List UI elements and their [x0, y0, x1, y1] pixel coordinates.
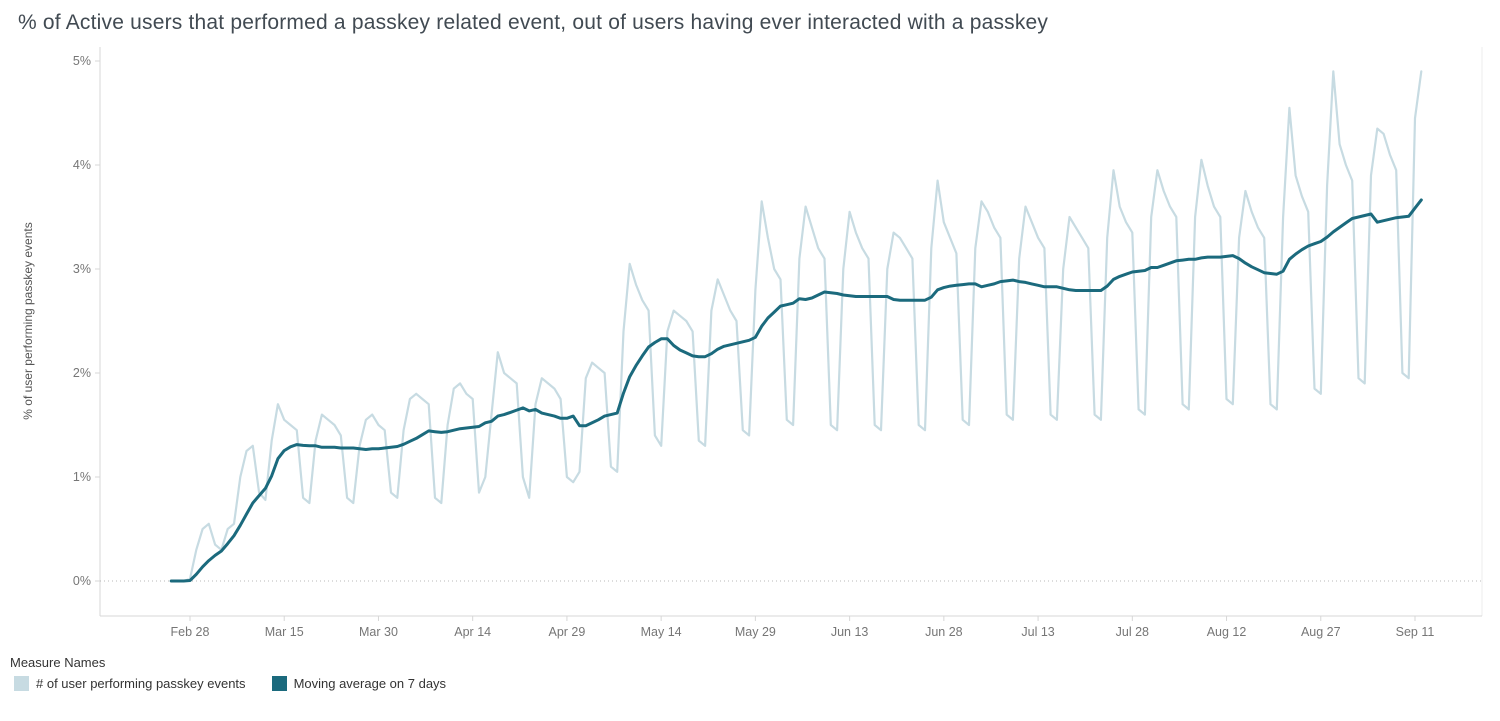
y-tick-label: 2%: [73, 366, 91, 380]
daily-series-swatch: [14, 676, 29, 691]
x-tick-label: May 29: [735, 625, 776, 639]
moving-average-swatch: [271, 676, 287, 691]
x-tick-label: May 14: [641, 625, 682, 639]
x-tick-label: Jun 13: [831, 625, 869, 639]
daily-series-line[interactable]: [170, 70, 1423, 583]
x-tick-label: Sep 11: [1396, 625, 1435, 639]
x-tick-label: Jul 13: [1021, 625, 1054, 639]
legend: Measure Names # of user performing passk…: [0, 651, 1500, 691]
y-tick-label: 3%: [73, 262, 91, 276]
moving-average-line[interactable]: [169, 198, 1423, 583]
daily-series-label: # of user performing passkey events: [36, 676, 246, 691]
x-tick-label: Mar 30: [359, 625, 398, 639]
moving-average-label: Moving average on 7 days: [293, 676, 447, 691]
y-tick-label: 4%: [73, 158, 91, 172]
x-tick-label: Feb 28: [171, 625, 210, 639]
chart-title: % of Active users that performed a passk…: [18, 11, 1049, 34]
x-tick-label: Aug 12: [1207, 625, 1247, 639]
legend-item-daily-series[interactable]: # of user performing passkey events: [14, 676, 246, 691]
chart-canvas[interactable]: 0% 1% 2% 3% 4% 5% Feb 28 Mar 15 Mar 30 Apr 14 Apr …: [0, 39, 1500, 651]
x-tick-label: Apr 14: [454, 625, 491, 639]
legend-item-moving-average[interactable]: Moving average on 7 days: [271, 676, 447, 691]
legend-items: # of user performing passkey events Movi…: [10, 676, 1500, 691]
x-tick-label: Mar 15: [265, 625, 304, 639]
y-tick-label: 5%: [73, 54, 91, 68]
legend-title: Measure Names: [10, 655, 106, 670]
x-tick-label: Jul 28: [1116, 625, 1149, 639]
y-tick-label: 0%: [73, 574, 91, 588]
x-tick-label: Jun 28: [925, 625, 963, 639]
x-tick-label: Apr 29: [549, 625, 586, 639]
y-axis-title: % of user performing passkey events: [21, 222, 35, 419]
chart-area: 0% 1% 2% 3% 4% 5% Feb 28 Mar 15 Mar 30 Apr 14 Apr …: [0, 39, 1500, 651]
y-tick-label: 1%: [73, 470, 91, 484]
x-tick-label: Aug 27: [1301, 625, 1341, 639]
